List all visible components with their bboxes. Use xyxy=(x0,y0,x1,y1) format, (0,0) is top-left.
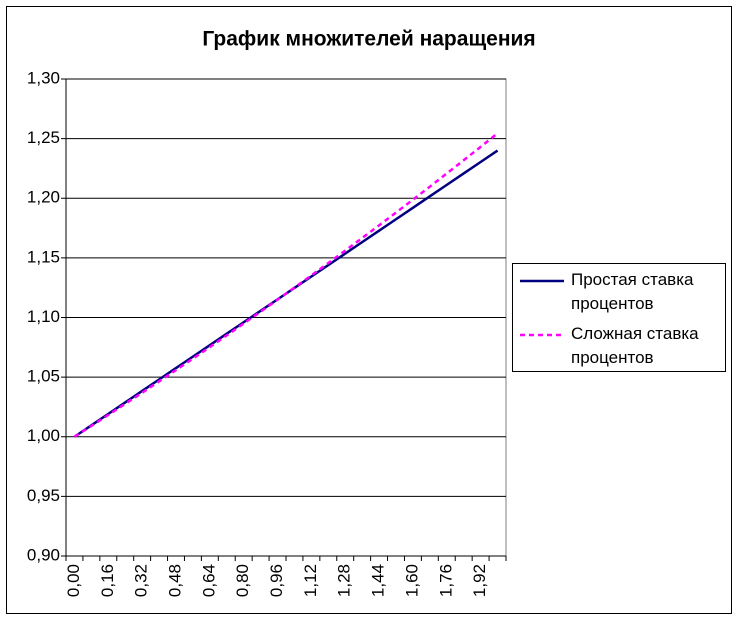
x-tick-label: 0,64 xyxy=(199,564,218,597)
x-tick-label: 0,96 xyxy=(267,564,286,597)
y-tick-label: 1,25 xyxy=(27,128,60,147)
x-tick-label: 1,44 xyxy=(369,564,388,597)
y-tick-label: 1,10 xyxy=(27,307,60,326)
x-tick-label: 0,48 xyxy=(165,564,184,597)
y-tick-label: 0,95 xyxy=(27,486,60,505)
y-tick-label: 1,00 xyxy=(27,426,60,445)
y-tick-label: 1,05 xyxy=(27,367,60,386)
x-tick-label: 1,28 xyxy=(335,564,354,597)
y-tick-label: 1,30 xyxy=(27,68,60,87)
x-tick-label: 1,12 xyxy=(301,564,320,597)
x-tick-label: 0,00 xyxy=(64,564,83,597)
x-tick-label: 0,32 xyxy=(132,564,151,597)
x-tick-label: 0,16 xyxy=(98,564,117,597)
legend-label: Сложная ставка процентов xyxy=(571,324,699,367)
chart-title: График множителей наращения xyxy=(202,28,535,51)
legend-label: Простая ставка процентов xyxy=(571,270,694,313)
x-tick-label: 1,60 xyxy=(402,564,421,597)
x-tick-label: 0,80 xyxy=(233,564,252,597)
y-tick-label: 1,20 xyxy=(27,188,60,207)
x-tick-label: 1,92 xyxy=(470,564,489,597)
y-tick-label: 1,15 xyxy=(27,247,60,266)
y-tick-label: 0,90 xyxy=(27,545,60,564)
series-line xyxy=(73,132,499,438)
x-tick-label: 1,76 xyxy=(436,564,455,597)
